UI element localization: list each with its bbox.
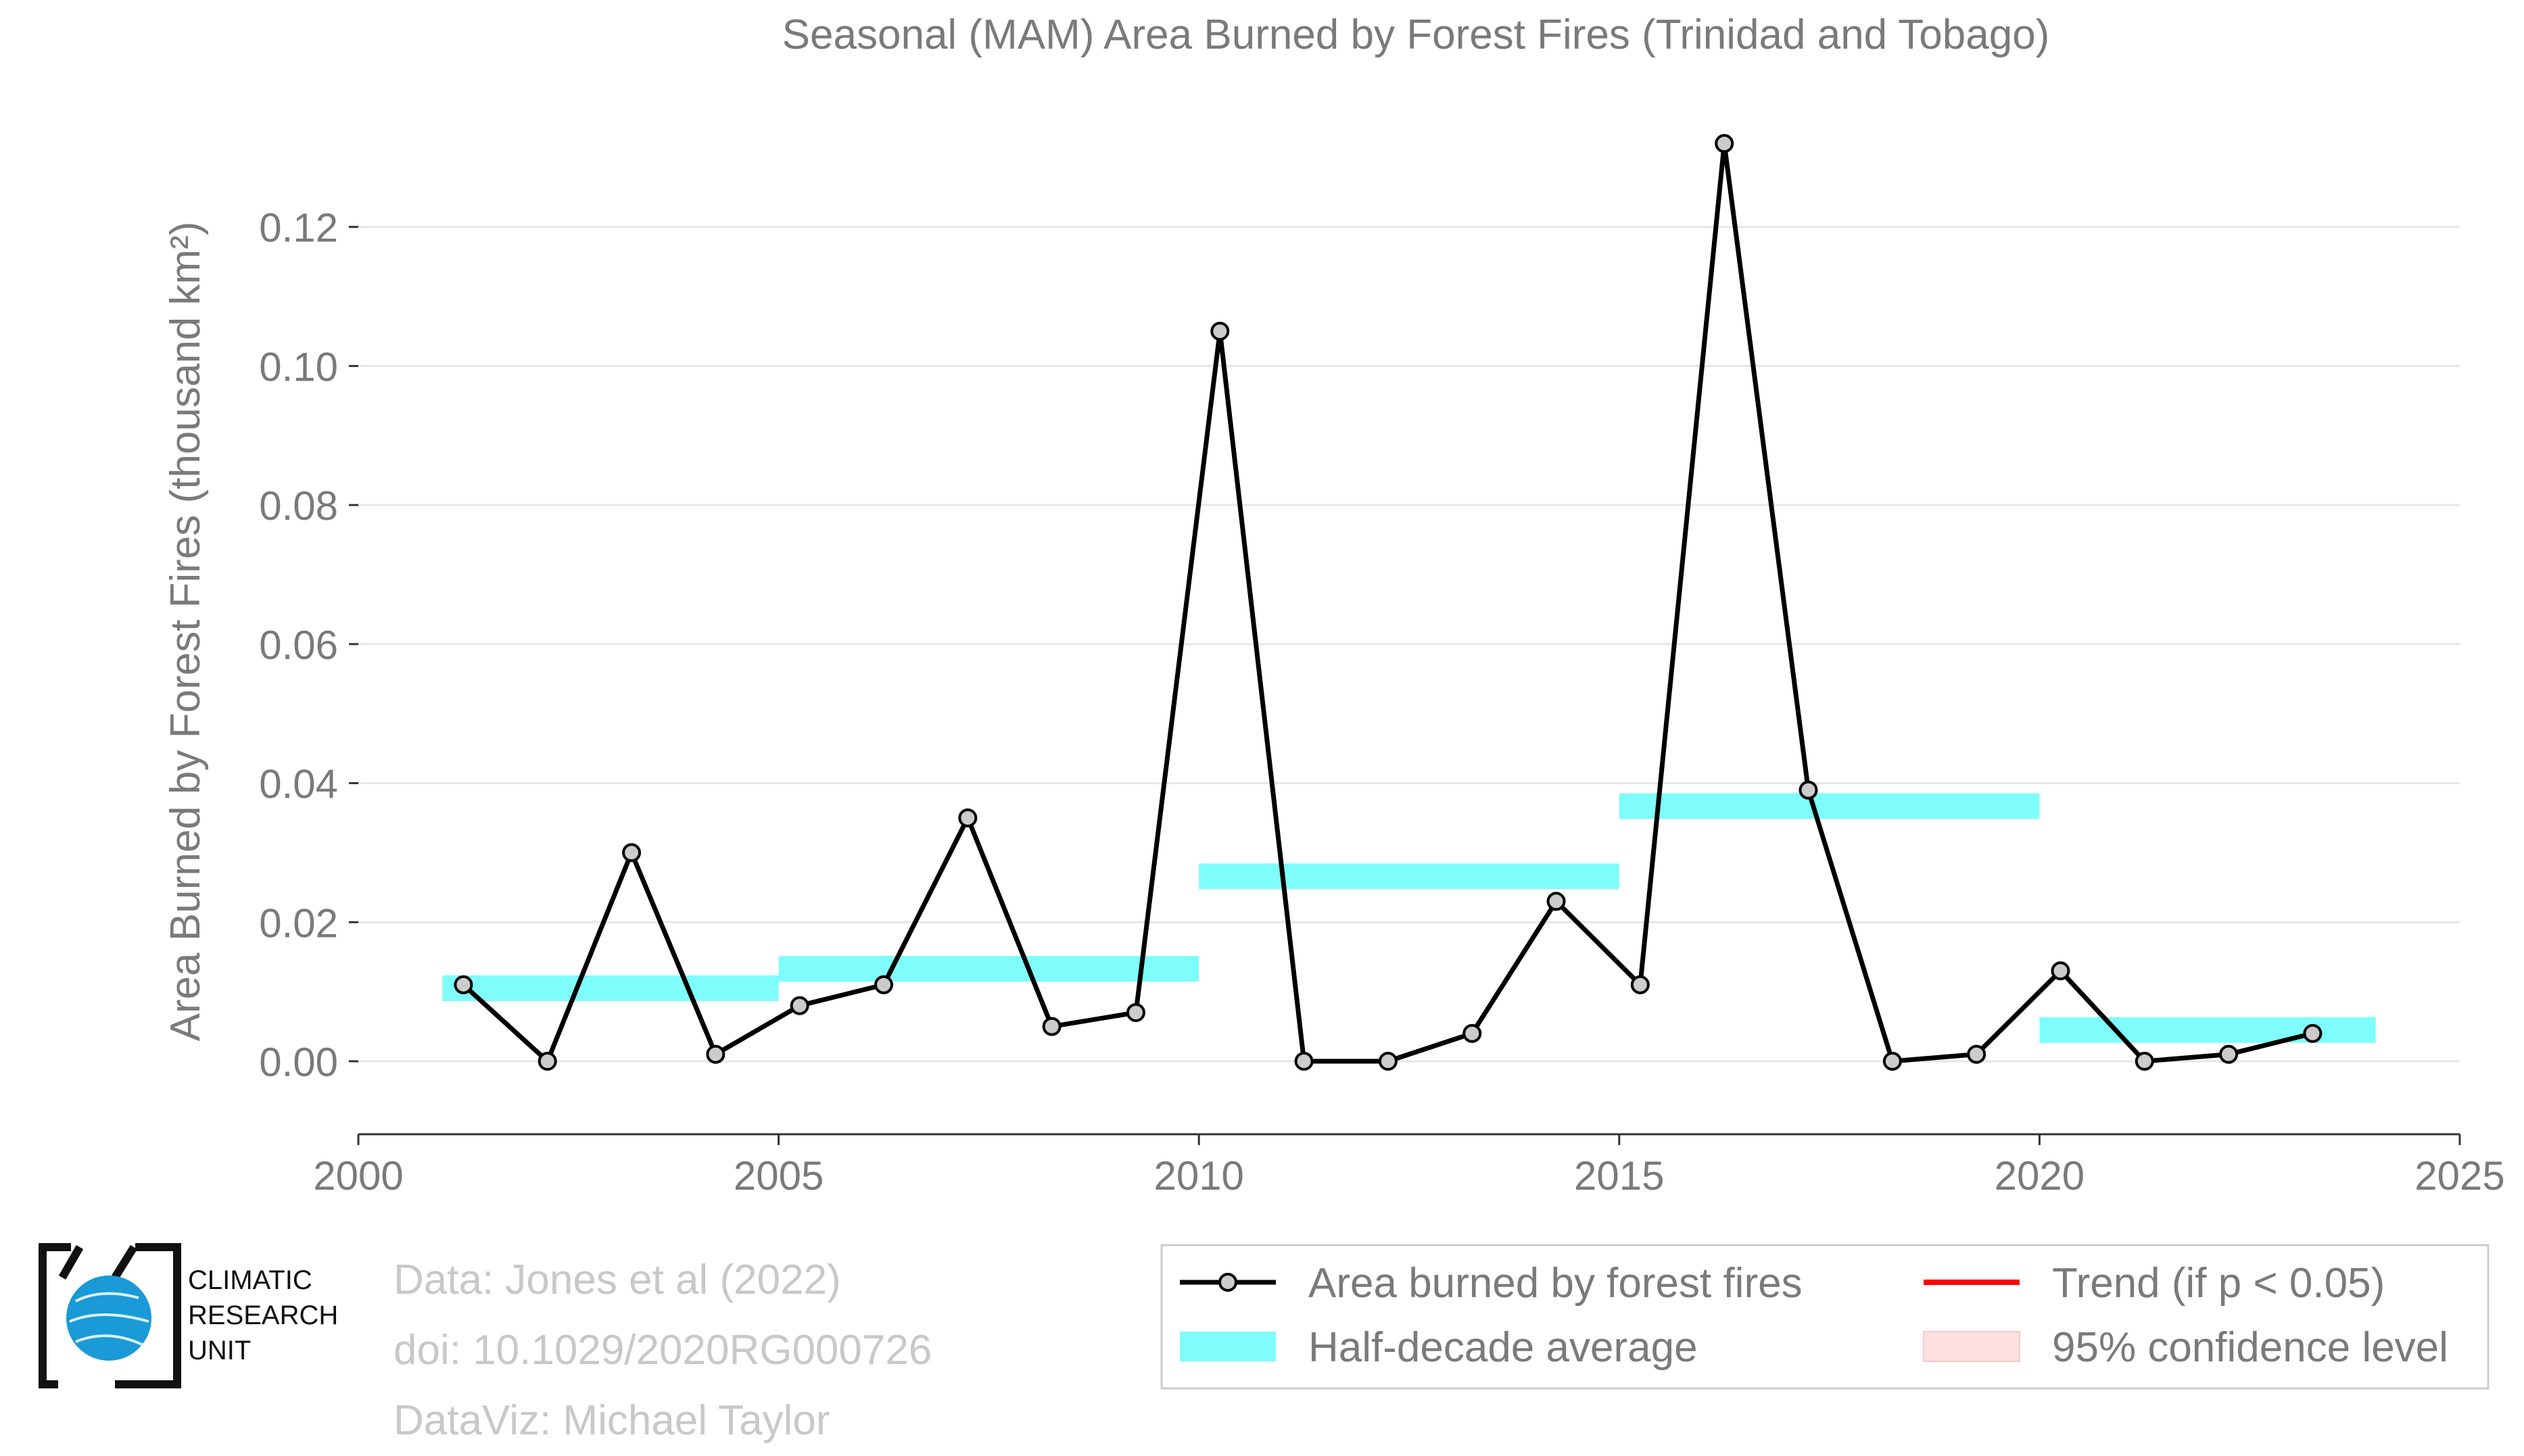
legend-band-key	[1923, 1331, 2020, 1362]
y-tick-label: 0.02	[259, 900, 338, 946]
half-decade-bar	[1199, 863, 1619, 890]
data-point	[1630, 975, 1650, 994]
data-point	[1546, 892, 1566, 911]
data-point	[1882, 1052, 1902, 1071]
logo-line-3: UNIT	[188, 1336, 252, 1365]
credit-data: Data: Jones et al (2022)	[394, 1257, 841, 1303]
credit-doi: doi: 10.1029/2020RG000726	[394, 1327, 932, 1374]
x-tick-label: 2025	[2414, 1153, 2504, 1198]
data-point	[1378, 1052, 1398, 1071]
legend-label: Trend (if p < 0.05)	[2052, 1260, 2385, 1307]
data-point	[790, 996, 809, 1015]
y-tick-label: 0.08	[259, 483, 338, 529]
chart-title: Seasonal (MAM) Area Burned by Forest Fir…	[782, 11, 2050, 58]
data-point	[1799, 780, 1818, 800]
data-point	[706, 1044, 725, 1064]
logo-line-1: CLIMATIC	[188, 1265, 312, 1295]
legend-band-key	[1180, 1332, 1276, 1361]
data-point	[2135, 1052, 2154, 1071]
x-tick-label: 2005	[734, 1153, 824, 1198]
y-axis-label: Area Burned by Forest Fires (thousand km…	[162, 222, 209, 1042]
legend-label: Area burned by forest fires	[1308, 1260, 1803, 1307]
data-point	[958, 808, 978, 827]
chart-canvas: 0.00 0.02 0.04 0.06 0.08 0.10 0.12 2000 2005 2010…	[39, 11, 2505, 1390]
x-tick-label: 2010	[1153, 1153, 1243, 1198]
data-point	[1462, 1023, 1482, 1043]
half-decade-bar	[778, 956, 1199, 982]
cru-logo-icon	[39, 1243, 181, 1388]
data-point	[874, 975, 893, 994]
legend-box	[1160, 1244, 2490, 1390]
legend-label: 95% confidence level	[2052, 1324, 2448, 1371]
x-tick-label: 2000	[313, 1153, 403, 1198]
data-point	[2303, 1023, 2323, 1043]
data-point	[2219, 1044, 2239, 1064]
data-point	[622, 843, 642, 863]
legend-label: Half-decade average	[1308, 1324, 1698, 1371]
data-point	[2051, 961, 2070, 981]
credits: Data: Jones et al (2022) doi: 10.1029/20…	[394, 1245, 932, 1456]
data-point	[1042, 1017, 1062, 1036]
x-tick-label: 2015	[1574, 1153, 1664, 1198]
y-tick-label: 0.04	[259, 762, 338, 807]
cru-logo-text: CLIMATIC RESEARCH UNIT	[188, 1263, 338, 1368]
half-decade-bar	[1619, 793, 2040, 819]
data-point	[1210, 322, 1230, 341]
y-tick-label: 0.06	[259, 623, 338, 668]
y-tick-label: 0.12	[259, 205, 338, 251]
text-layer: 0.00 0.02 0.04 0.06 0.08 0.10 0.12 2000 2005 2010…	[162, 11, 2505, 1198]
data-point	[1126, 1003, 1145, 1022]
data-point	[1294, 1052, 1314, 1071]
half-decade-bar	[2039, 1017, 2376, 1043]
legend-marker-key	[1218, 1273, 1237, 1292]
area-burned-line	[462, 141, 2314, 1064]
logo-line-2: RESEARCH	[188, 1301, 339, 1330]
data-point	[1967, 1044, 1986, 1064]
half-decade-bar	[442, 975, 779, 1002]
y-tick-label: 0.10	[259, 344, 338, 389]
axes	[349, 226, 2461, 1145]
legend: Area burned by forest fires Trend (if p <…	[1160, 1244, 2490, 1390]
gridlines	[358, 226, 2460, 1063]
data-point	[538, 1052, 557, 1071]
x-tick-label: 2020	[1995, 1153, 2085, 1198]
data-point	[454, 975, 473, 994]
y-tick-label: 0.00	[259, 1040, 338, 1085]
half-decade-bands	[442, 793, 2376, 1043]
series-layer	[454, 134, 2323, 1071]
credit-dataviz: DataViz: Michael Taylor	[394, 1397, 830, 1444]
data-point	[1715, 134, 1734, 153]
